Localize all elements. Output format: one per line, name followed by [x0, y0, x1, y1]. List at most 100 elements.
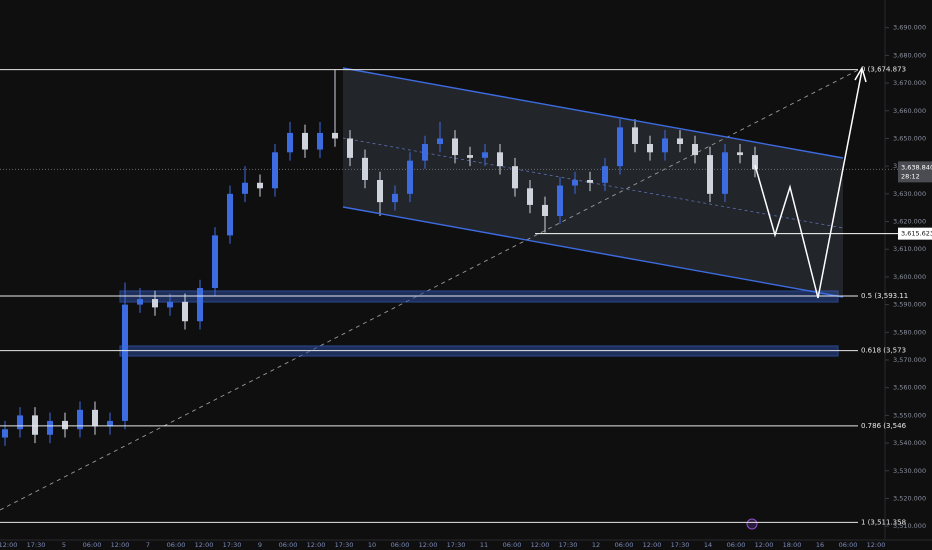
candle-body	[737, 152, 743, 156]
candle-body	[617, 127, 623, 167]
candle-body	[347, 138, 353, 158]
x-tick-label: 12:00	[195, 541, 214, 549]
fib-level-label: 0.786 (3,546	[861, 422, 907, 430]
x-tick-label: 17:30	[447, 541, 466, 549]
x-tick-label: 12:00	[307, 541, 326, 549]
candle-body	[77, 409, 83, 430]
x-tick-label: 5	[62, 541, 66, 549]
x-tick-label: 12:00	[643, 541, 662, 549]
y-tick-label: 3,670.000	[893, 79, 926, 87]
channel-lower	[342, 206, 844, 298]
candle-body	[152, 299, 158, 308]
y-tick-label: 3,650.000	[893, 134, 926, 142]
x-tick-label: 12	[592, 541, 600, 549]
x-tick-label: 06:00	[391, 541, 410, 549]
candle-body	[602, 166, 608, 183]
x-tick-label: 17:30	[223, 541, 242, 549]
candle-body	[542, 204, 548, 216]
y-tick-label: 3,540.000	[893, 439, 926, 447]
candle-body	[572, 180, 578, 186]
candle-body	[452, 138, 458, 156]
trend-dashed-line	[0, 67, 863, 511]
candle-body	[422, 144, 428, 161]
x-tick-label: 14	[704, 541, 712, 549]
x-tick-label: 11	[480, 541, 488, 549]
x-tick-label: 10	[368, 541, 376, 549]
candle-body	[482, 152, 488, 158]
x-tick-label: 06:00	[83, 541, 102, 549]
y-tick-label: 3,680.000	[893, 51, 926, 59]
y-tick-label: 3,630.000	[893, 190, 926, 198]
y-tick-label: 3,590.000	[893, 301, 926, 309]
x-tick-label: 17:30	[671, 541, 690, 549]
candle-body	[437, 138, 443, 144]
x-tick-label: 12:00	[419, 541, 438, 549]
fib-level-label: 0.5 (3,593.11	[861, 292, 908, 300]
candle-body	[692, 144, 698, 156]
fib-level-label: 0 (3,674.873	[861, 66, 906, 74]
candle-body	[647, 144, 653, 153]
candle-body	[392, 193, 398, 203]
x-tick-label: 12:00	[531, 541, 550, 549]
candle-body	[557, 185, 563, 216]
x-tick-label: 06:00	[503, 541, 522, 549]
candle-body	[272, 152, 278, 189]
x-tick-label: 12:00	[867, 541, 886, 549]
y-tick-label: 3,690.000	[893, 24, 926, 32]
candle-body	[17, 415, 23, 430]
projection-path	[754, 69, 863, 299]
price-label: 3,638.840	[901, 163, 932, 171]
x-tick-label: 06:00	[167, 541, 186, 549]
x-tick-label: 12:00	[111, 541, 130, 549]
y-tick-label: 3,520.000	[893, 494, 926, 502]
y-tick-label: 3,620.000	[893, 218, 926, 226]
candle-body	[182, 301, 188, 322]
candle-body	[227, 193, 233, 236]
projection-arrow	[854, 66, 867, 83]
x-tick-label: 17:30	[27, 541, 46, 549]
candle-body	[167, 301, 173, 308]
fib-level-label: 1 (3,511.358	[861, 518, 906, 526]
y-tick-label: 3,530.000	[893, 467, 926, 475]
candle-body	[287, 132, 293, 153]
candle-body	[257, 182, 263, 189]
x-tick-label: 18:00	[783, 541, 802, 549]
y-tick-label: 3,660.000	[893, 107, 926, 115]
candle-body	[587, 180, 593, 183]
x-tick-label: 06:00	[615, 541, 634, 549]
candle-body	[377, 180, 383, 203]
y-tick-label: 3,570.000	[893, 356, 926, 364]
x-tick-label: 7	[146, 541, 150, 549]
y-tick-label: 3,600.000	[893, 273, 926, 281]
event-marker[interactable]	[746, 518, 758, 530]
x-tick-label: 06:00	[279, 541, 298, 549]
candle-body	[242, 182, 248, 194]
x-tick-label: 16	[816, 541, 824, 549]
y-tick-label: 3,510.000	[893, 522, 926, 530]
x-tick-label: 12:00	[755, 541, 774, 549]
candle-body	[332, 132, 338, 139]
candle-body	[212, 235, 218, 288]
candle-body	[47, 420, 53, 435]
candle-body	[512, 166, 518, 189]
x-tick-label: 17:30	[559, 541, 578, 549]
candle-body	[317, 132, 323, 150]
candle-body	[722, 152, 728, 194]
candle-body	[302, 132, 308, 150]
target-label-box	[898, 227, 932, 240]
candle-body	[497, 152, 503, 167]
x-tick-label: 12:00	[0, 541, 17, 549]
target-label: 3,615.623	[901, 230, 932, 238]
candle-body	[32, 415, 38, 435]
price-countdown: 28:12	[901, 172, 920, 180]
y-tick-label: 3,560.000	[893, 384, 926, 392]
candle-body	[137, 299, 143, 305]
y-tick-label: 3,610.000	[893, 245, 926, 253]
candle-body	[92, 409, 98, 427]
candle-body	[122, 304, 128, 421]
candle-body	[107, 420, 113, 427]
x-tick-label: 17:30	[335, 541, 354, 549]
candle-body	[197, 288, 203, 322]
